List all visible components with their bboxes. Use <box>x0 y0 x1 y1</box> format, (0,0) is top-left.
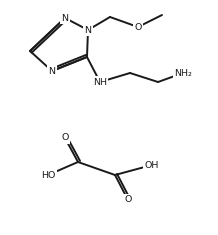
Text: NH₂: NH₂ <box>174 68 192 78</box>
Text: N: N <box>85 26 92 35</box>
Text: N: N <box>48 67 56 75</box>
Text: HO: HO <box>41 171 55 180</box>
Text: NH: NH <box>93 78 107 86</box>
Text: N: N <box>61 13 68 23</box>
Text: O: O <box>134 23 142 31</box>
Text: OH: OH <box>145 161 159 169</box>
Text: O: O <box>61 133 69 142</box>
Text: O: O <box>124 196 132 204</box>
